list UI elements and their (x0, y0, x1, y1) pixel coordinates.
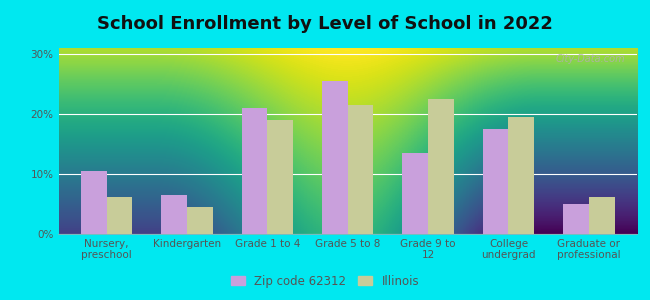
Bar (267, 120, 293, 234)
Bar (563, 204, 589, 234)
Bar (187, 207, 213, 234)
Bar (81, 171, 107, 234)
Bar (508, 117, 534, 234)
Bar (483, 129, 508, 234)
Text: School Enrollment by Level of School in 2022: School Enrollment by Level of School in … (97, 15, 553, 33)
Legend: Zip code 62312, Illinois: Zip code 62312, Illinois (227, 271, 423, 291)
Bar (107, 197, 133, 234)
Bar (322, 81, 348, 234)
Text: City-Data.com: City-Data.com (556, 54, 625, 64)
Bar (161, 195, 187, 234)
Bar (348, 105, 374, 234)
Bar (242, 108, 267, 234)
Bar (428, 99, 454, 234)
Bar (402, 153, 428, 234)
Bar (589, 197, 614, 234)
